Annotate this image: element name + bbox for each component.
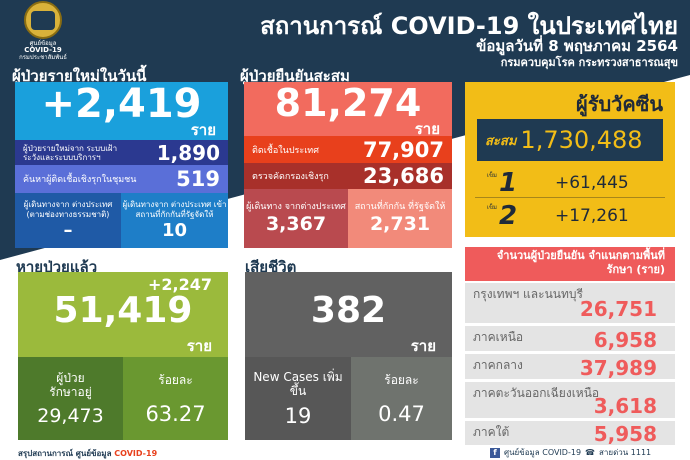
regions-title: จำนวนผู้ป่วยยืนยัน จำแนกตามพื้นที่รักษา … bbox=[465, 247, 675, 281]
recovered-panel: +2,247 51,419 ราย ผู้ป่วย รักษาอยู่ 29,47… bbox=[18, 272, 228, 440]
logo-text: ศูนย์ข้อมูล COVID-19 กรมประชาสัมพันธ์ bbox=[19, 40, 67, 61]
unit-label: ราย bbox=[414, 120, 440, 138]
dose-2-row: เข็ม 2 +17,261 bbox=[475, 200, 665, 232]
region-row: ภาคเหนือ 6,958 bbox=[465, 326, 675, 352]
report-date: ข้อมูลวันที่ 8 พฤษภาคม 2564 bbox=[476, 37, 678, 55]
unit-label: ราย bbox=[190, 121, 216, 139]
region-row: กรุงเทพฯ และนนทบุรี 26,751 bbox=[465, 283, 675, 323]
phone-icon: ☎ bbox=[585, 448, 595, 457]
vaccine-cumulative: สะสม 1,730,488 bbox=[477, 119, 663, 161]
recovered-total: 51,419 bbox=[53, 290, 193, 331]
deaths-total: 382 bbox=[310, 290, 387, 331]
dose-value: +61,445 bbox=[555, 172, 629, 193]
state-quarantine-cell: ผู้เดินทางจาก ต่างประเทศ เข้าสถานที่กักก… bbox=[121, 193, 228, 248]
quarantine-cell: สถานที่กักกัน ที่รัฐจัดให้ 2,731 bbox=[348, 189, 452, 248]
deaths-percent-cell: ร้อยละ 0.47 bbox=[351, 357, 452, 440]
active-search-row: ค้นหาผู้ติดเชื้อเชิงรุกในชุมชน 519 bbox=[15, 165, 228, 193]
dose-label: เข็ม bbox=[486, 204, 497, 211]
recovered-percent-cell: ร้อยละ 63.27 bbox=[123, 357, 228, 440]
new-cases-panel: +2,419 ราย ผู้ป่วยรายใหม่จาก ระบบเฝ้าระว… bbox=[15, 82, 228, 248]
unit-label: ราย bbox=[186, 337, 212, 355]
cumulative-panel: 81,274 ราย ติดเชื้อในประเทศ 77,907 ตรวจคั… bbox=[244, 82, 452, 248]
new-deaths-cell: New Cases เพิ่มขึ้น 19 bbox=[245, 357, 351, 440]
dose-1-row: เข็ม 1 +61,445 bbox=[475, 168, 665, 198]
footer-contact: f ศูนย์ข้อมูล COVID-19 ☎ สายด่วน 1111 bbox=[490, 446, 651, 459]
dose-label: เข็ม bbox=[486, 172, 497, 179]
unit-label: ราย bbox=[410, 337, 436, 355]
syringe-icon: 2 bbox=[499, 201, 518, 231]
dose-value: +17,261 bbox=[555, 206, 629, 226]
region-row: ภาคตะวันออกเฉียงเหนือ 3,618 bbox=[465, 382, 675, 418]
domestic-row: ติดเชื้อในประเทศ 77,907 bbox=[244, 136, 452, 163]
region-row: ภาคกลาง 37,989 bbox=[465, 354, 675, 380]
footer-source: สรุปสถานการณ์ ศูนย์ข้อมูล COVID-19 bbox=[18, 449, 158, 458]
covid-center-logo bbox=[24, 1, 62, 39]
natural-channel-cell: ผู้เดินทางจาก ต่างประเทศ (ตามช่องทางธรรม… bbox=[15, 193, 121, 248]
vaccine-panel: ผู้รับวัคซีน สะสม 1,730,488 เข็ม 1 +61,445 … bbox=[465, 82, 675, 237]
deaths-label: เสียชีวิต bbox=[245, 258, 297, 276]
syringe-icon: 1 bbox=[499, 167, 518, 198]
new-cases-label: ผู้ป่วยรายใหม่ในวันนี้ bbox=[12, 67, 147, 85]
in-treatment-cell: ผู้ป่วย รักษาอยู่ 29,473 bbox=[18, 357, 123, 440]
hotline: สายด่วน 1111 bbox=[599, 448, 652, 457]
recovered-label: หายป่วยแล้ว bbox=[16, 258, 98, 276]
surveillance-row: ผู้ป่วยรายใหม่จาก ระบบเฝ้าระวังและระบบบร… bbox=[15, 140, 228, 165]
recovered-increase: +2,247 bbox=[147, 275, 212, 294]
deaths-panel: 382 ราย New Cases เพิ่มขึ้น 19 ร้อยละ 0.47 bbox=[245, 272, 452, 440]
facebook-page[interactable]: ศูนย์ข้อมูล COVID-19 bbox=[504, 448, 582, 457]
region-row: ภาคใต้ 5,958 bbox=[465, 421, 675, 445]
vaccine-title: ผู้รับวัคซีน bbox=[575, 92, 663, 116]
cumulative-total: 81,274 bbox=[274, 82, 422, 125]
page-title: สถานการณ์ COVID-19 ในประเทศไทย bbox=[260, 12, 678, 40]
proactive-row: ตรวจคัดกรองเชิงรุก 23,686 bbox=[244, 163, 452, 189]
new-cases-total: +2,419 bbox=[41, 82, 202, 127]
regions-panel: จำนวนผู้ป่วยยืนยัน จำแนกตามพื้นที่รักษา … bbox=[465, 247, 675, 445]
ministry: กรมควบคุมโรค กระทรวงสาธารณสุข bbox=[500, 56, 678, 69]
facebook-icon: f bbox=[490, 447, 500, 458]
cumulative-label: ผู้ป่วยยืนยันสะสม bbox=[240, 67, 350, 85]
abroad-cell: ผู้เดินทาง จากต่างประเทศ 3,367 bbox=[244, 189, 348, 248]
